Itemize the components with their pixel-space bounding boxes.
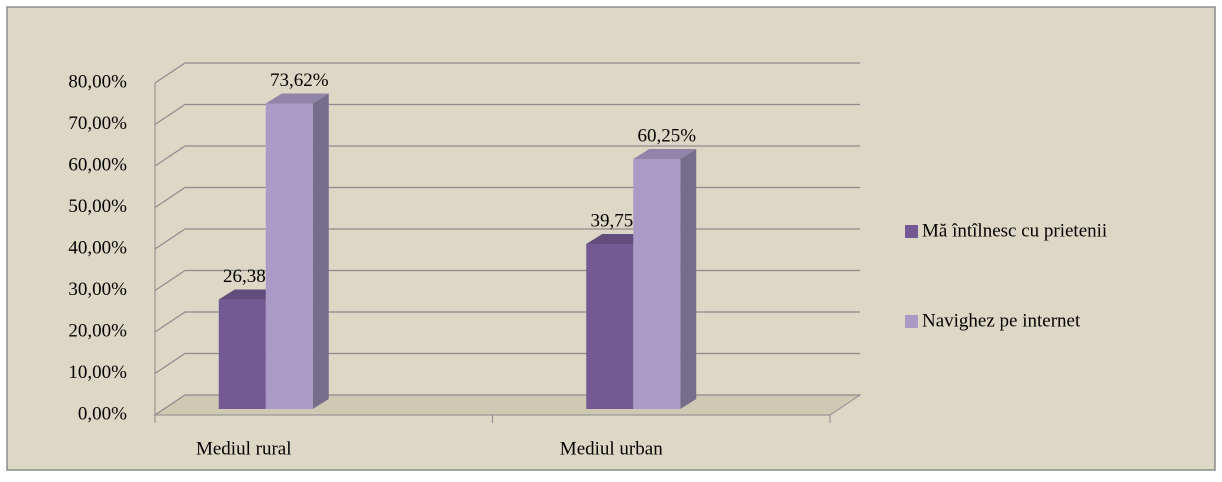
y-tick-label: 30,00% (68, 279, 127, 300)
legend-swatch (905, 225, 918, 238)
y-tick-label: 80,00% (68, 71, 127, 92)
y-tick-label: 60,00% (68, 154, 127, 175)
grid-line (154, 62, 860, 84)
grid-line (154, 145, 860, 167)
y-tick-label: 0,00% (78, 403, 127, 424)
y-tick-label: 70,00% (68, 113, 127, 134)
bar-top (633, 148, 697, 159)
bar-side (312, 93, 329, 410)
bar (586, 244, 634, 409)
grid-line (154, 103, 860, 125)
bar (265, 103, 313, 410)
x-tick-label: Mediul urban (560, 438, 663, 459)
legend-label: Navighez pe internet (922, 310, 1081, 331)
y-tick-label: 40,00% (68, 237, 127, 258)
legend-label: Mă întîlnesc cu prietenii (922, 220, 1107, 241)
bar (218, 299, 266, 409)
y-tick-label: 50,00% (68, 196, 127, 217)
bar-top (265, 93, 329, 104)
y-tick-label: 10,00% (68, 362, 127, 383)
data-label: 60,25% (637, 125, 696, 146)
legend-swatch (905, 315, 918, 328)
bar (633, 158, 681, 409)
bar-side (680, 148, 697, 409)
y-tick-label: 20,00% (68, 320, 127, 341)
x-tick-label: Mediul rural (196, 438, 292, 459)
data-label: 73,62% (270, 70, 329, 91)
